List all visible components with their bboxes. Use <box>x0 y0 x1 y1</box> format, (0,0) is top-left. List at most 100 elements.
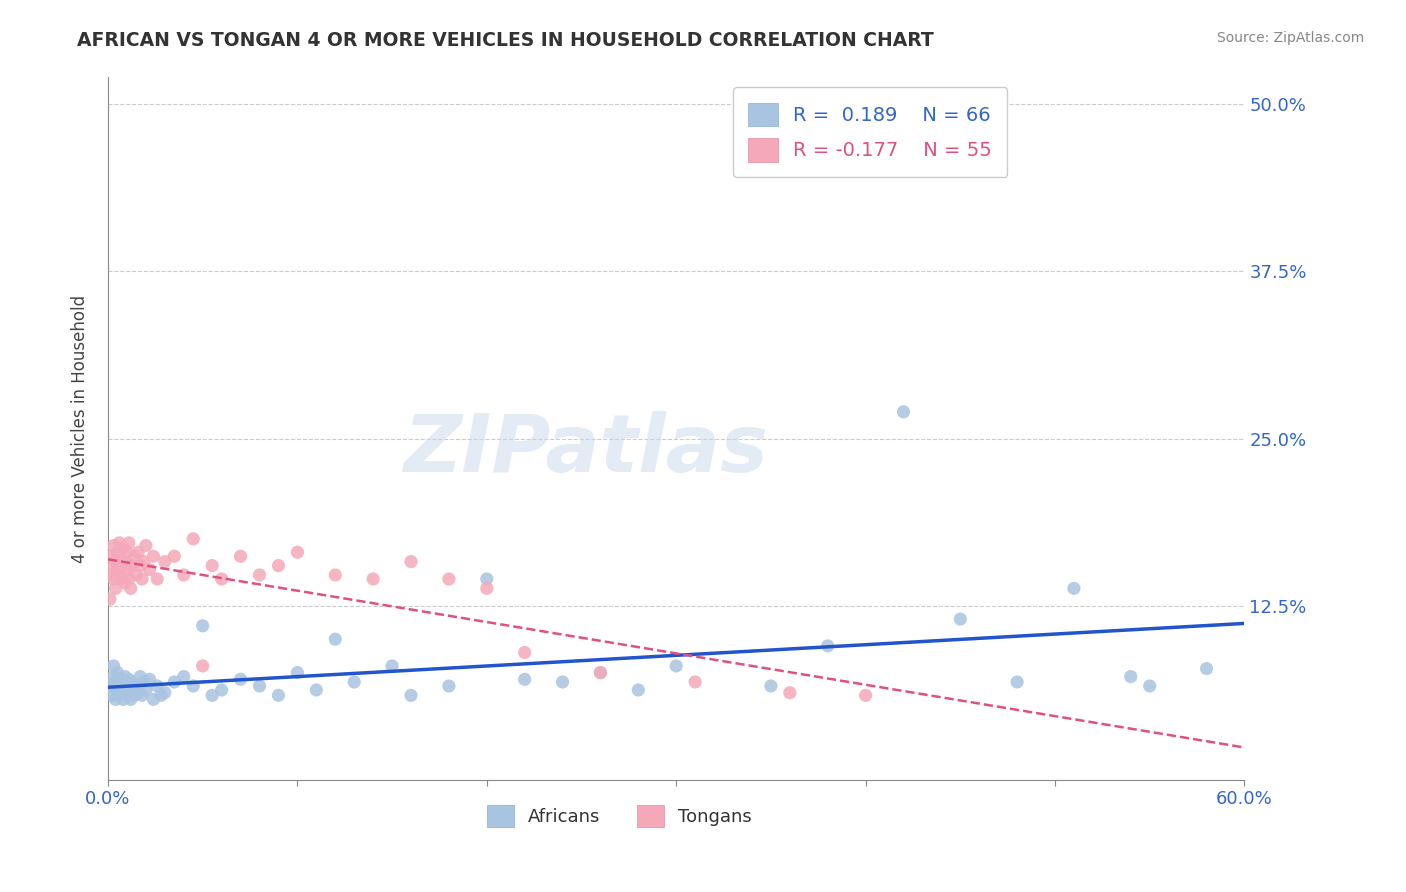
Point <box>124 549 146 564</box>
Point <box>120 692 142 706</box>
Point <box>142 692 165 706</box>
Point <box>101 549 124 564</box>
Point <box>127 686 149 700</box>
Point <box>142 549 165 564</box>
Point <box>229 549 252 564</box>
Point <box>101 689 124 703</box>
Point <box>120 582 142 596</box>
Point <box>132 675 155 690</box>
Point <box>551 675 574 690</box>
Point <box>893 405 915 419</box>
Text: ZIPatlas: ZIPatlas <box>402 410 768 489</box>
Point <box>1119 670 1142 684</box>
Point <box>108 572 131 586</box>
Point <box>513 646 536 660</box>
Point <box>249 679 271 693</box>
Point <box>101 558 124 573</box>
Point <box>103 670 125 684</box>
Point <box>118 536 141 550</box>
Point <box>103 572 125 586</box>
Point <box>475 572 498 586</box>
Point <box>110 679 132 693</box>
Text: Source: ZipAtlas.com: Source: ZipAtlas.com <box>1216 31 1364 45</box>
Point <box>267 558 290 573</box>
Point <box>115 679 138 693</box>
Point <box>110 568 132 582</box>
Point <box>120 675 142 690</box>
Point <box>124 689 146 703</box>
Point <box>107 665 129 680</box>
Point <box>399 555 422 569</box>
Legend: Africans, Tongans: Africans, Tongans <box>479 797 759 834</box>
Point <box>1195 662 1218 676</box>
Point <box>949 612 972 626</box>
Point <box>98 592 121 607</box>
Point <box>201 689 224 703</box>
Point <box>146 572 169 586</box>
Point <box>287 545 309 559</box>
Point <box>104 582 127 596</box>
Text: AFRICAN VS TONGAN 4 OR MORE VEHICLES IN HOUSEHOLD CORRELATION CHART: AFRICAN VS TONGAN 4 OR MORE VEHICLES IN … <box>77 31 934 50</box>
Point <box>211 572 233 586</box>
Point <box>135 539 157 553</box>
Point <box>1005 675 1028 690</box>
Point <box>627 683 650 698</box>
Point <box>118 572 141 586</box>
Point <box>181 532 204 546</box>
Point <box>323 632 346 647</box>
Point <box>110 686 132 700</box>
Point <box>112 558 135 573</box>
Point <box>173 568 195 582</box>
Point <box>683 675 706 690</box>
Point <box>104 555 127 569</box>
Point <box>103 659 125 673</box>
Point <box>855 689 877 703</box>
Point <box>112 675 135 690</box>
Point <box>114 670 136 684</box>
Point <box>589 665 612 680</box>
Point <box>108 673 131 687</box>
Point <box>125 679 148 693</box>
Point <box>121 558 143 573</box>
Point <box>115 563 138 577</box>
Point <box>211 683 233 698</box>
Point <box>201 558 224 573</box>
Point <box>103 539 125 553</box>
Point <box>153 555 176 569</box>
Point <box>114 576 136 591</box>
Point <box>323 568 346 582</box>
Point <box>229 673 252 687</box>
Point <box>108 689 131 703</box>
Point <box>150 689 173 703</box>
Point <box>108 536 131 550</box>
Point <box>173 670 195 684</box>
Point <box>125 568 148 582</box>
Point <box>114 555 136 569</box>
Point <box>115 689 138 703</box>
Point <box>129 670 152 684</box>
Point <box>104 675 127 690</box>
Point <box>138 563 160 577</box>
Point <box>589 665 612 680</box>
Point <box>343 675 366 690</box>
Point <box>779 686 801 700</box>
Point <box>114 683 136 698</box>
Point <box>1063 582 1085 596</box>
Point <box>759 679 782 693</box>
Point <box>191 619 214 633</box>
Point <box>118 686 141 700</box>
Point <box>1139 679 1161 693</box>
Point <box>110 552 132 566</box>
Point <box>437 679 460 693</box>
Point <box>305 683 328 698</box>
Point <box>146 679 169 693</box>
Point <box>138 673 160 687</box>
Point <box>115 545 138 559</box>
Point <box>121 683 143 698</box>
Point <box>181 679 204 693</box>
Point <box>104 692 127 706</box>
Point <box>475 582 498 596</box>
Point <box>118 673 141 687</box>
Point <box>437 572 460 586</box>
Point <box>131 689 153 703</box>
